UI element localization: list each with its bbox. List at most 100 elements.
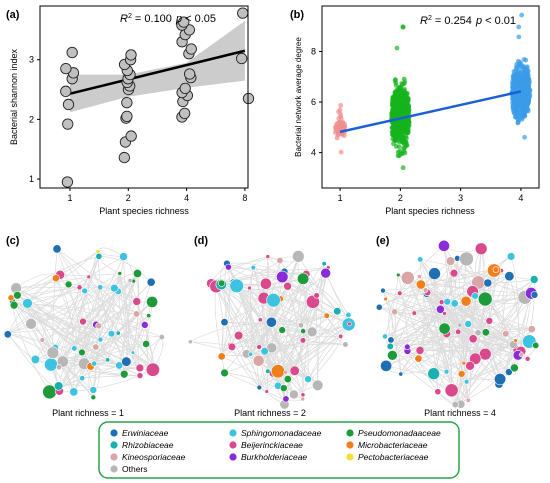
panel-label-e: (e) <box>376 235 390 247</box>
network-node <box>229 278 244 294</box>
network-edge <box>298 256 338 312</box>
b-data-point-group-4 <box>525 86 531 91</box>
network-node <box>146 313 152 319</box>
a-data-point <box>121 97 133 109</box>
network-node <box>76 284 83 291</box>
network-edge <box>382 290 490 322</box>
network-edge <box>425 289 514 345</box>
network-node <box>471 292 479 300</box>
network-edge <box>394 311 486 333</box>
network-edge <box>258 343 346 362</box>
network-edge <box>394 269 497 313</box>
legend-label: Rhizobiaceae <box>122 440 174 450</box>
net-e-nodes <box>375 239 540 409</box>
network-node <box>345 311 352 318</box>
b-data-point-group-4 <box>524 105 530 111</box>
b-data-point-group-2 <box>395 153 401 159</box>
b-data-point-group-4 <box>527 93 533 99</box>
network-node <box>81 287 88 295</box>
network-node <box>438 322 451 335</box>
b-data-point-group-4 <box>516 34 522 40</box>
network-edge <box>249 287 252 355</box>
network-node <box>444 383 459 398</box>
network-node <box>464 320 473 328</box>
a-x-tick-label: 4 <box>184 193 189 203</box>
network-edge <box>258 256 299 348</box>
b-data-point-group-4 <box>510 100 515 106</box>
network-node <box>250 264 256 271</box>
network-edge <box>414 312 514 345</box>
network-edge <box>385 294 535 367</box>
network-node <box>9 300 19 310</box>
a-p-label: p <box>175 13 182 25</box>
network-node <box>313 292 320 299</box>
network-node <box>323 312 330 319</box>
a-r2-sup: 2 <box>128 13 132 20</box>
legend-swatch <box>346 429 354 437</box>
network-node <box>506 252 516 261</box>
a-data-point <box>184 68 196 80</box>
network-node <box>289 365 300 376</box>
network-e-caption: Plant richness = 4 <box>424 408 496 418</box>
network-node <box>283 369 289 375</box>
network-node <box>145 362 160 377</box>
network-node <box>296 272 310 285</box>
b-data-point-group-4 <box>519 106 525 111</box>
a-data-point <box>121 110 133 123</box>
network-node <box>79 317 87 326</box>
network-node <box>532 341 540 349</box>
network-node <box>474 242 488 256</box>
network-node <box>435 304 445 314</box>
network-node <box>299 337 307 344</box>
network-node <box>265 316 277 328</box>
a-plot-frame <box>39 5 249 189</box>
b-data-point-group-2 <box>395 95 401 100</box>
network-node <box>300 396 306 402</box>
network-edge <box>392 355 456 405</box>
network-edge <box>55 277 75 349</box>
network-node <box>530 291 539 299</box>
network-node <box>463 379 470 385</box>
network-node <box>30 354 40 365</box>
a-r2-value: = 0.100 <box>132 13 172 25</box>
a-r2-label: R <box>120 13 128 25</box>
network-node <box>220 318 229 327</box>
b-data-point-group-2 <box>400 111 406 117</box>
network-node <box>217 279 226 287</box>
b-x-ticks: 1 2 3 4 <box>338 188 523 203</box>
network-node <box>247 285 252 291</box>
network-node <box>7 294 15 302</box>
network-node <box>397 290 403 296</box>
legend-label: Sphingomonadaceae <box>241 428 322 438</box>
network-node <box>264 389 269 394</box>
a-data-point <box>178 107 191 120</box>
network-node <box>97 284 104 291</box>
network-node <box>518 352 524 358</box>
a-regression <box>69 49 246 95</box>
network-node <box>44 357 58 372</box>
network-node <box>107 330 116 338</box>
network-node <box>380 287 386 294</box>
network-node <box>396 272 401 278</box>
network-node <box>465 361 475 371</box>
b-data-point-group-4 <box>515 58 521 64</box>
b-data-point-group-4 <box>514 113 519 119</box>
network-node <box>483 278 493 288</box>
b-y-axis-label: Bacterial network average degree <box>294 37 303 157</box>
a-data-point <box>62 98 75 111</box>
network-node <box>415 279 426 290</box>
network-node <box>71 345 78 352</box>
b-data-point-group-2 <box>404 126 410 132</box>
network-node <box>468 334 478 344</box>
network-node <box>477 291 493 307</box>
network-node <box>257 317 263 323</box>
network-edge <box>285 278 304 399</box>
network-node <box>505 368 513 376</box>
network-node <box>265 368 271 374</box>
network-node <box>414 354 423 363</box>
network-node <box>105 357 111 363</box>
legend-swatch <box>346 441 354 449</box>
network-edge <box>259 324 349 388</box>
legend-swatch <box>346 453 354 461</box>
network-node <box>386 342 394 350</box>
